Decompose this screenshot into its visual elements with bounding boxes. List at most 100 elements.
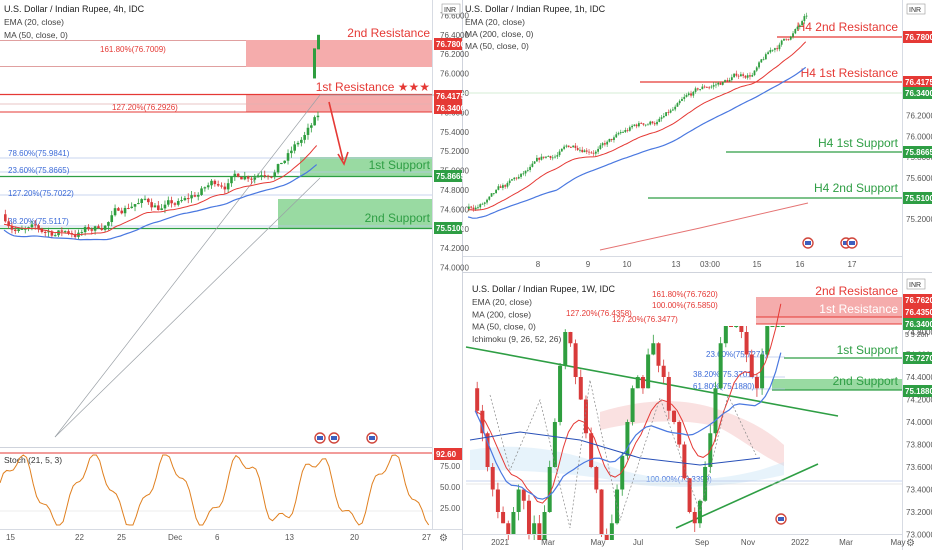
candle xyxy=(712,85,715,87)
price-tick: 75.2000 xyxy=(906,215,932,224)
candle xyxy=(599,145,602,149)
candle xyxy=(706,87,708,88)
candle xyxy=(724,80,726,82)
candle xyxy=(501,512,506,524)
ema-line xyxy=(467,41,807,211)
candle xyxy=(563,146,565,149)
time-tick: May xyxy=(890,538,905,547)
candle xyxy=(186,198,190,200)
candle xyxy=(153,205,157,208)
candle xyxy=(626,130,629,131)
price-badge-text: 75.1880 xyxy=(905,387,932,396)
candle xyxy=(651,343,656,355)
candle xyxy=(662,116,665,118)
candle xyxy=(203,187,207,189)
currency-badge xyxy=(906,3,926,15)
candle xyxy=(502,185,504,188)
price-badge-text: 76.3400 xyxy=(905,89,932,98)
candle xyxy=(682,444,687,479)
candle xyxy=(93,226,97,231)
price-badge xyxy=(903,146,932,158)
candle xyxy=(193,195,197,197)
price-badge-text: 75.5100 xyxy=(905,194,932,203)
candle xyxy=(646,354,651,389)
candle xyxy=(556,155,559,157)
candle xyxy=(497,186,500,190)
candle xyxy=(117,208,120,211)
candle xyxy=(47,231,50,233)
level-label-h4-2nd-resistance: H4 2nd Resistance xyxy=(797,20,899,34)
candle xyxy=(656,121,658,125)
time-tick: 13 xyxy=(285,533,294,542)
time-tick: 13 xyxy=(672,260,681,269)
candle xyxy=(508,180,511,184)
candle xyxy=(196,194,200,197)
candle xyxy=(715,84,717,86)
candle xyxy=(521,489,526,501)
candle xyxy=(681,98,683,101)
candle xyxy=(300,139,303,143)
flag-icon xyxy=(331,436,337,440)
candle xyxy=(37,225,40,229)
price-badge-text: 76.4350 xyxy=(905,308,932,317)
price-badge xyxy=(903,31,932,43)
candle xyxy=(190,195,193,199)
candle xyxy=(692,91,695,96)
candle xyxy=(524,170,527,174)
time-tick: Nov xyxy=(741,538,755,547)
candle xyxy=(474,207,477,210)
candle xyxy=(30,224,34,228)
candle xyxy=(120,210,124,214)
time-tick: 2021 xyxy=(491,538,509,547)
candle xyxy=(733,73,735,78)
candle xyxy=(313,48,316,79)
candle xyxy=(594,467,599,490)
fib-label: 78.60%(75.9841) xyxy=(8,149,70,158)
candle xyxy=(565,145,568,147)
support-zone xyxy=(772,379,902,390)
candle xyxy=(256,175,260,178)
fib-label: 100.00%(76.5850) xyxy=(652,301,718,310)
price-badge xyxy=(903,87,932,99)
candle xyxy=(674,106,677,110)
time-tick: 27 xyxy=(422,533,431,542)
time-tick: 2022 xyxy=(791,538,809,547)
price-tick: 73.2000 xyxy=(906,508,932,517)
candle xyxy=(780,326,785,327)
time-tick: 16 xyxy=(796,260,805,269)
candle xyxy=(661,365,666,377)
price-tick: 73.8000 xyxy=(906,441,932,450)
price-tick: 75.4000 xyxy=(440,128,469,137)
candle xyxy=(588,151,590,153)
candle xyxy=(540,156,543,160)
flag-icon xyxy=(778,517,784,521)
fib-label: 127.20%(76.2926) xyxy=(112,103,178,112)
level-label-h4-1st-resistance: H4 1st Resistance xyxy=(801,66,899,80)
candle xyxy=(574,145,577,148)
price-tick: 76.0000 xyxy=(906,132,932,141)
price-tick: 74.8000 xyxy=(440,186,469,195)
ichimoku-base-line xyxy=(469,431,761,466)
candle xyxy=(764,54,767,60)
candle xyxy=(780,40,783,45)
candle xyxy=(495,489,500,512)
candle xyxy=(133,204,137,207)
stoch-tick: 50.00 xyxy=(440,483,461,492)
candle xyxy=(583,150,586,153)
time-tick: 9 xyxy=(586,260,591,269)
candle xyxy=(176,201,180,205)
candle xyxy=(511,179,513,181)
candle xyxy=(552,422,557,467)
candle xyxy=(744,75,747,78)
candle xyxy=(526,500,531,535)
indicator-label: EMA (20, close) xyxy=(472,297,532,307)
candle xyxy=(504,185,507,187)
candle xyxy=(475,388,480,411)
candle xyxy=(513,177,516,180)
candle xyxy=(4,214,7,222)
price-badge-text: 75.7270 xyxy=(905,354,932,363)
price-badge-text: 76.3400 xyxy=(905,320,932,329)
candle xyxy=(226,183,230,190)
candle xyxy=(83,227,87,233)
candle xyxy=(583,399,588,434)
